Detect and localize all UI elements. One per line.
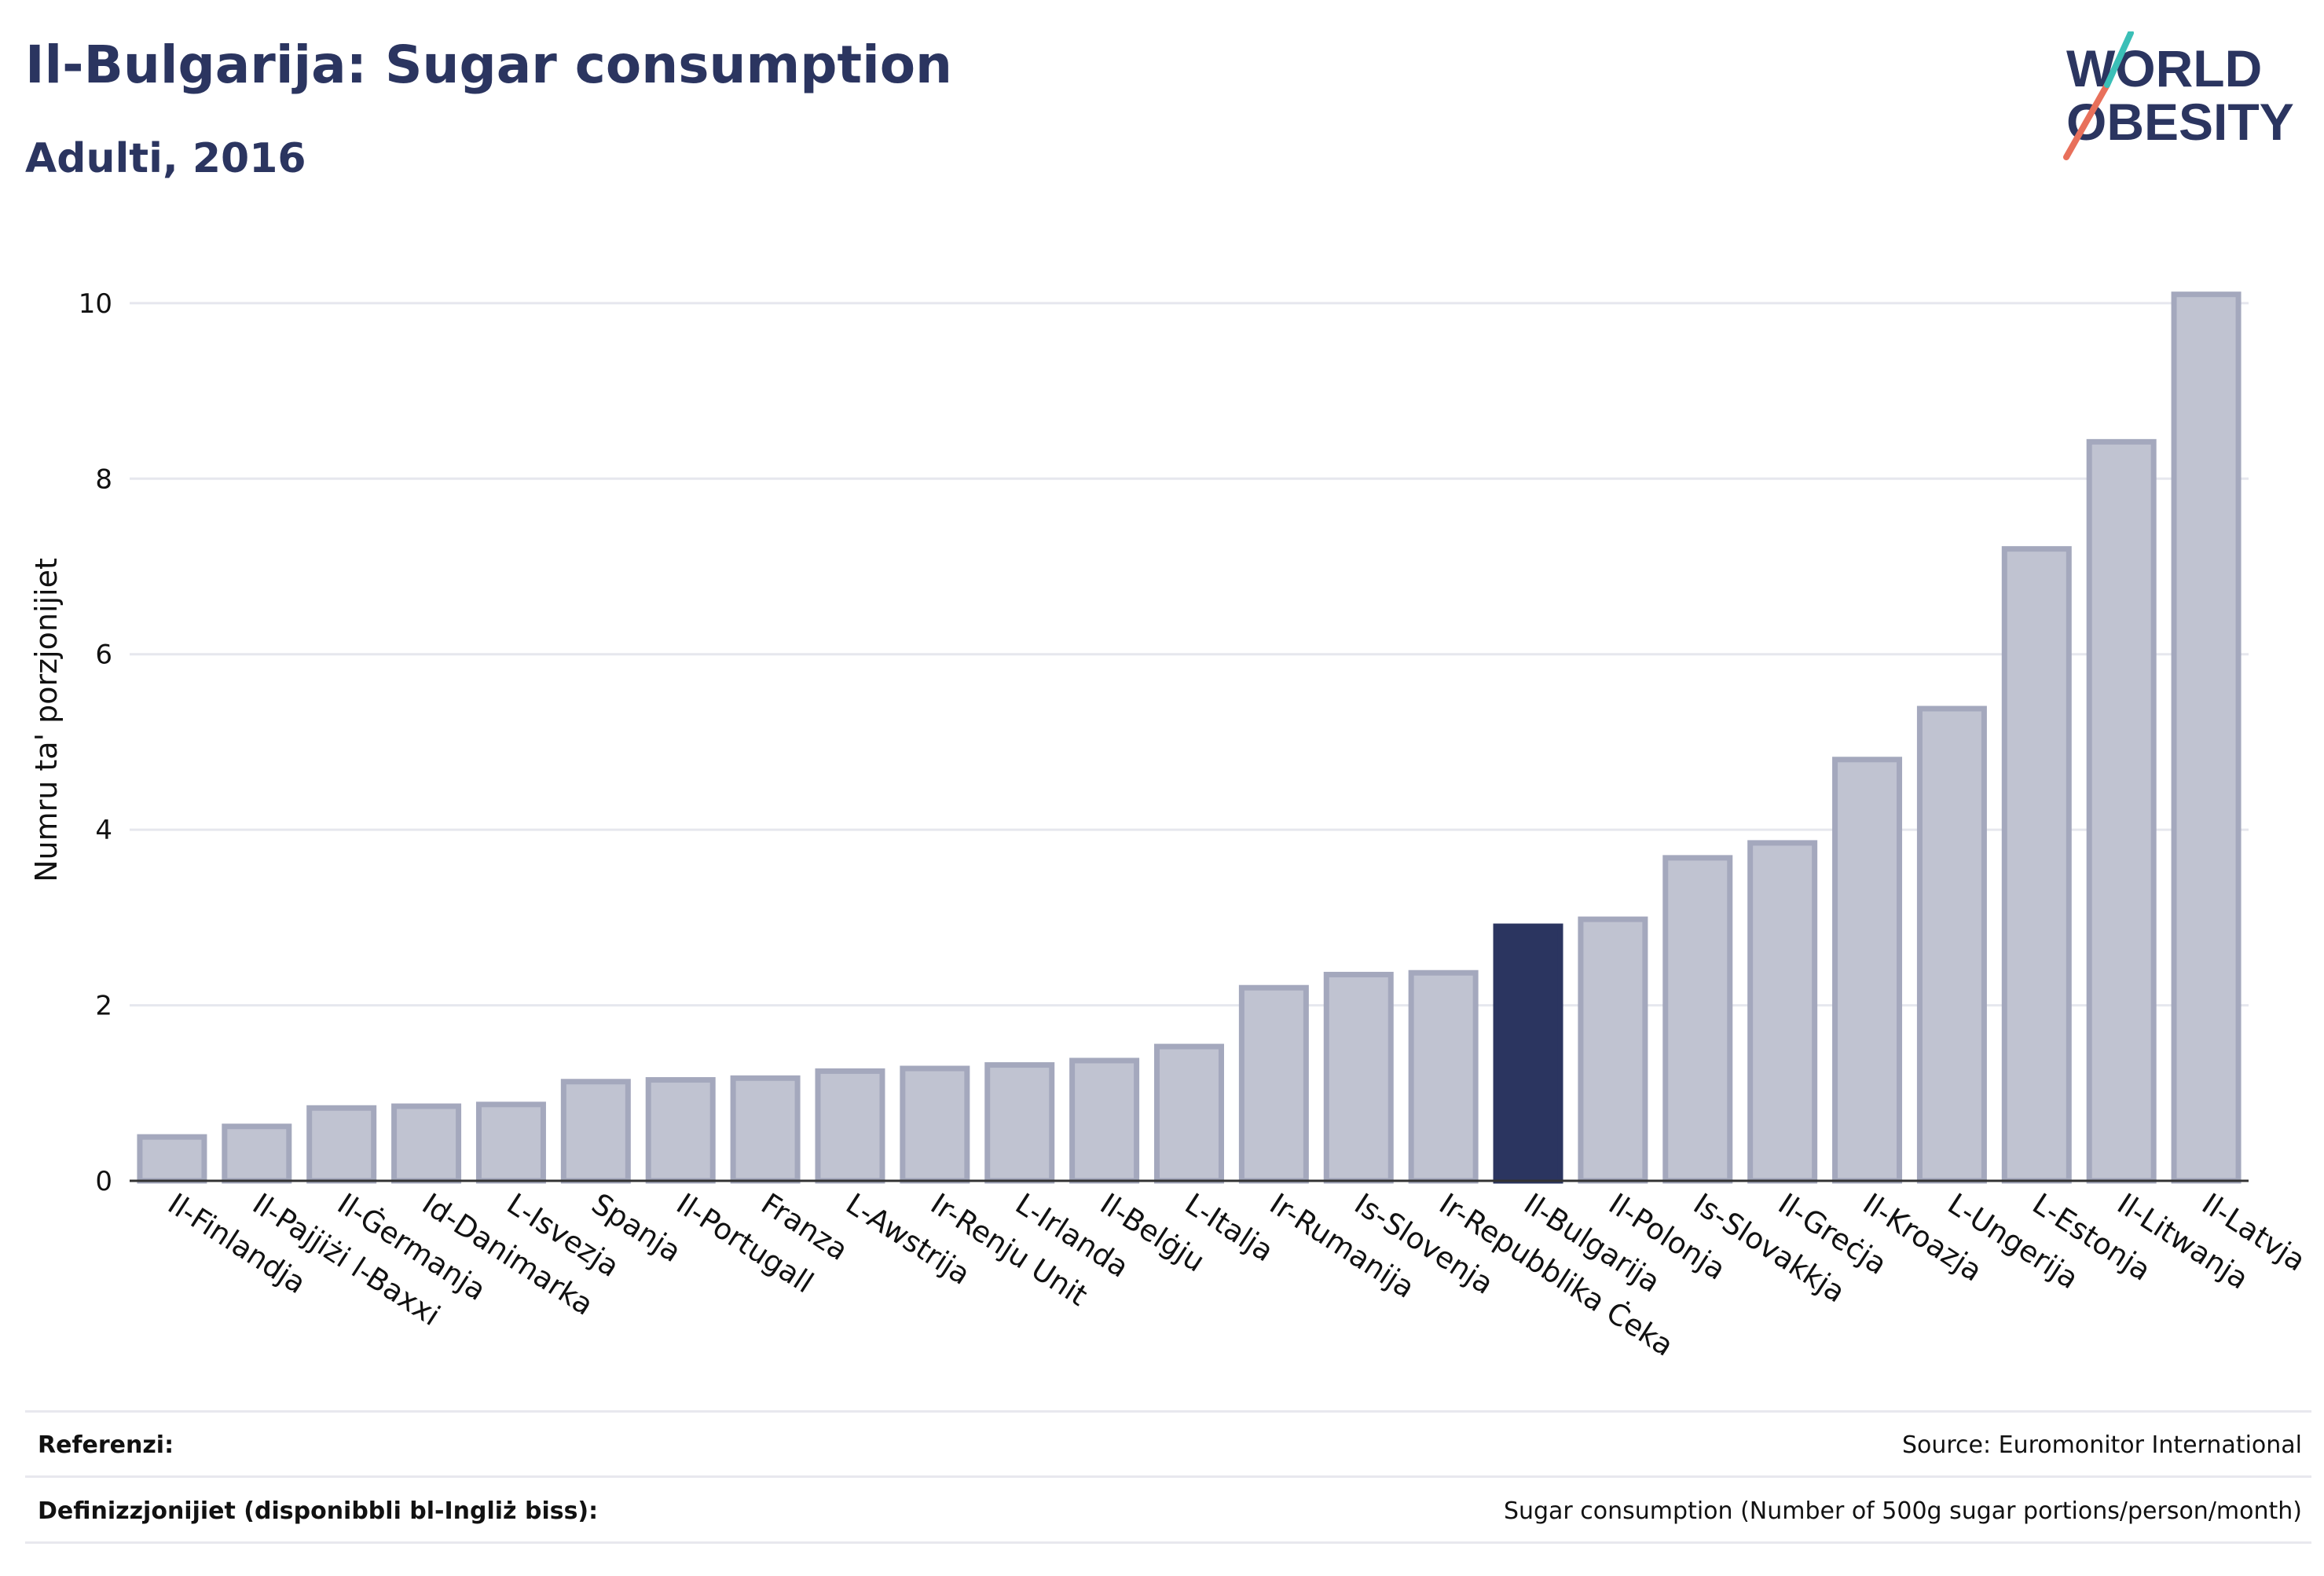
- bar: [560, 1079, 631, 1184]
- bar: [1323, 971, 1394, 1184]
- bar: [475, 1101, 546, 1184]
- references-value: Source: Euromonitor International: [1901, 1431, 2302, 1459]
- logo-slash-upper-icon: [2104, 31, 2134, 88]
- bar: [391, 1103, 462, 1184]
- footer-divider: [25, 1410, 2311, 1413]
- y-axis-label: Numru ta' porzjonijiet: [29, 558, 64, 882]
- world-obesity-logo: WORLD OBESITY: [2063, 31, 2294, 160]
- y-tick-label: 6: [95, 640, 112, 671]
- y-tick-label: 0: [95, 1166, 112, 1197]
- y-tick-label: 2: [95, 991, 112, 1022]
- definitions-label: Definizzjonijiet (disponibbli bl-Ingliż …: [38, 1497, 599, 1525]
- bar: [1238, 984, 1309, 1184]
- y-tick-label: 8: [95, 464, 112, 495]
- bar: [1493, 923, 1563, 1184]
- bar: [1747, 840, 1818, 1184]
- bar: [1916, 706, 1987, 1184]
- bar: [306, 1105, 377, 1184]
- page-subtitle: Adulti, 2016: [25, 135, 306, 182]
- bar: [2171, 291, 2242, 1184]
- bar: [730, 1075, 801, 1184]
- logo-line1: WORLD: [2066, 39, 2262, 97]
- bar: [984, 1062, 1055, 1184]
- bar: [815, 1068, 885, 1184]
- logo-line2: OBESITY: [2066, 93, 2294, 151]
- definitions-value: Sugar consumption (Number of 500g sugar …: [1503, 1497, 2302, 1525]
- page-title: Il-Bulgarija: Sugar consumption: [25, 35, 953, 95]
- bar: [1832, 757, 1903, 1184]
- bar: [2001, 546, 2072, 1184]
- bar: [137, 1134, 207, 1184]
- bar: [900, 1065, 970, 1184]
- bar: [2086, 438, 2157, 1184]
- references-label: Referenzi:: [38, 1431, 174, 1459]
- bar: [1578, 916, 1648, 1184]
- bar: [1069, 1057, 1140, 1184]
- footer-divider: [25, 1541, 2311, 1544]
- footer-divider: [25, 1475, 2311, 1478]
- y-tick-label: 10: [79, 288, 112, 320]
- bar: [1662, 855, 1733, 1184]
- bar: [222, 1123, 292, 1184]
- bar: [1154, 1043, 1224, 1184]
- logo-slash-lower-icon: [2063, 82, 2110, 160]
- bar: [645, 1077, 716, 1184]
- bar: [1408, 969, 1479, 1184]
- y-tick-label: 4: [95, 815, 112, 846]
